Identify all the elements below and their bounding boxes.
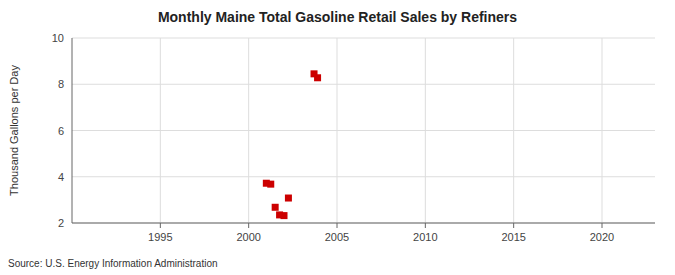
point bbox=[285, 195, 292, 202]
tick-label: 4 bbox=[58, 171, 64, 183]
grid bbox=[72, 38, 655, 223]
grid-line bbox=[160, 38, 161, 223]
chart: Monthly Maine Total Gasoline Retail Sale… bbox=[0, 0, 675, 275]
point bbox=[281, 212, 288, 219]
points bbox=[263, 70, 321, 219]
grid-line bbox=[72, 84, 655, 85]
grid-line bbox=[72, 130, 655, 131]
tick-mark bbox=[160, 223, 161, 228]
grid-line bbox=[513, 38, 514, 223]
tick-label: 2000 bbox=[236, 231, 260, 243]
tick-label: 2015 bbox=[501, 231, 525, 243]
x-axis-line bbox=[72, 223, 655, 224]
tick-mark bbox=[513, 223, 514, 228]
grid-line bbox=[72, 176, 655, 177]
grid-line bbox=[602, 38, 603, 223]
tick-label: 2020 bbox=[590, 231, 614, 243]
point bbox=[267, 181, 274, 188]
tick-mark bbox=[248, 223, 249, 228]
grid-line bbox=[337, 38, 338, 223]
point bbox=[272, 204, 279, 211]
grid-line bbox=[72, 223, 655, 224]
tick-label: 2005 bbox=[325, 231, 349, 243]
tick-mark bbox=[602, 223, 603, 228]
tick-mark bbox=[425, 223, 426, 228]
y-axis-label: Thousand Gallons per Day bbox=[8, 65, 20, 196]
grid-line bbox=[425, 38, 426, 223]
tick-label: 2 bbox=[58, 217, 64, 229]
point bbox=[314, 74, 321, 81]
tick-label: 1995 bbox=[148, 231, 172, 243]
chart-container: Monthly Maine Total Gasoline Retail Sale… bbox=[0, 0, 675, 275]
source: Source: U.S. Energy Information Administ… bbox=[8, 258, 218, 269]
tick-label: 10 bbox=[52, 32, 64, 44]
tick-label: 8 bbox=[58, 78, 64, 90]
grid-line bbox=[72, 38, 655, 39]
y-axis-line bbox=[72, 38, 73, 223]
tick-mark bbox=[337, 223, 338, 228]
tick-label: 6 bbox=[58, 125, 64, 137]
title: Monthly Maine Total Gasoline Retail Sale… bbox=[158, 9, 517, 25]
tick-label: 2010 bbox=[413, 231, 437, 243]
grid-line bbox=[248, 38, 249, 223]
